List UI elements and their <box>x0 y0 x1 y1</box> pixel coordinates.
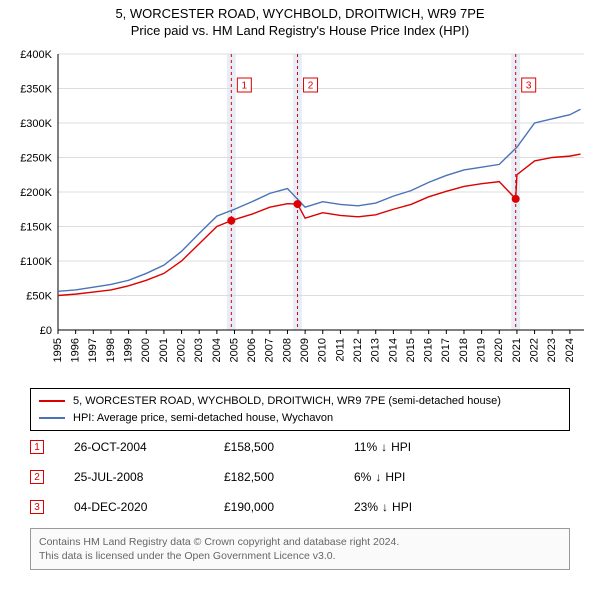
legend-swatch-property <box>39 400 65 402</box>
event-price: £158,500 <box>224 440 354 454</box>
svg-text:2004: 2004 <box>211 338 223 362</box>
event-delta-suffix: HPI <box>392 500 412 514</box>
event-price: £190,000 <box>224 500 354 514</box>
svg-text:1998: 1998 <box>105 338 117 362</box>
svg-text:2008: 2008 <box>281 338 293 362</box>
legend-item-hpi: HPI: Average price, semi-detached house,… <box>39 410 561 427</box>
legend: 5, WORCESTER ROAD, WYCHBOLD, DROITWICH, … <box>30 388 570 431</box>
svg-text:2012: 2012 <box>352 338 364 362</box>
svg-text:2010: 2010 <box>317 338 329 362</box>
event-marker: 1 <box>30 440 44 454</box>
event-delta-pct: 6% <box>354 470 371 484</box>
event-date: 04-DEC-2020 <box>74 500 224 514</box>
svg-text:2014: 2014 <box>387 338 399 362</box>
svg-text:2015: 2015 <box>405 338 417 362</box>
svg-text:1996: 1996 <box>70 338 82 362</box>
legend-swatch-hpi <box>39 417 65 419</box>
svg-text:£50K: £50K <box>26 291 52 303</box>
legend-label-hpi: HPI: Average price, semi-detached house,… <box>73 410 333 427</box>
event-row: 2 25-JUL-2008£182,5006% ↓ HPI <box>30 462 570 492</box>
svg-text:2005: 2005 <box>228 338 240 362</box>
svg-text:2021: 2021 <box>511 338 523 362</box>
svg-text:2019: 2019 <box>476 338 488 362</box>
attribution-line1: Contains HM Land Registry data © Crown c… <box>39 535 561 549</box>
line-chart: £0 £50K £100K £150K £200K £250K £300K £350K £400… <box>10 48 590 378</box>
chart-area: £0 £50K £100K £150K £200K £250K £300K £350K £400… <box>10 48 590 378</box>
chart-title-line1: 5, WORCESTER ROAD, WYCHBOLD, DROITWICH, … <box>10 6 590 21</box>
svg-text:2003: 2003 <box>193 338 205 362</box>
arrow-down-icon: ↓ <box>375 470 381 484</box>
svg-text:2001: 2001 <box>158 338 170 362</box>
svg-text:£400K: £400K <box>20 49 52 61</box>
svg-text:2017: 2017 <box>440 338 452 362</box>
event-date: 25-JUL-2008 <box>74 470 224 484</box>
svg-text:£0: £0 <box>40 325 52 337</box>
event-marker: 2 <box>30 470 44 484</box>
event-delta-suffix: HPI <box>385 470 405 484</box>
svg-text:2018: 2018 <box>458 338 470 362</box>
event-delta: 6% ↓ HPI <box>354 470 474 484</box>
svg-text:2011: 2011 <box>334 338 346 362</box>
event-delta-pct: 23% <box>354 500 378 514</box>
svg-text:1: 1 <box>242 81 248 92</box>
svg-text:2013: 2013 <box>370 338 382 362</box>
svg-text:2000: 2000 <box>140 338 152 362</box>
events-table: 126-OCT-2004£158,50011%↓HPI225-JUL-2008£… <box>30 432 570 522</box>
svg-text:2023: 2023 <box>546 338 558 362</box>
svg-text:2020: 2020 <box>493 338 505 362</box>
svg-text:2016: 2016 <box>423 338 435 362</box>
svg-text:1995: 1995 <box>52 338 64 362</box>
event-delta-pct: 11% <box>354 440 377 454</box>
svg-text:2: 2 <box>308 81 314 92</box>
event-delta: 23% ↓ HPI <box>354 500 474 514</box>
svg-text:£250K: £250K <box>20 153 52 165</box>
event-delta-suffix: HPI <box>391 440 411 454</box>
event-delta: 11% ↓ HPI <box>354 440 474 454</box>
svg-text:1997: 1997 <box>87 338 99 362</box>
event-row: 1 26-OCT-2004£158,50011% ↓ HPI <box>30 432 570 462</box>
svg-text:3: 3 <box>526 81 532 92</box>
svg-text:£200K: £200K <box>20 187 52 199</box>
event-price: £182,500 <box>224 470 354 484</box>
event-date: 26-OCT-2004 <box>74 440 224 454</box>
chart-title-line2: Price paid vs. HM Land Registry's House … <box>10 23 590 38</box>
svg-text:2002: 2002 <box>175 338 187 362</box>
svg-text:£100K: £100K <box>20 256 52 268</box>
legend-label-property: 5, WORCESTER ROAD, WYCHBOLD, DROITWICH, … <box>73 393 501 410</box>
attribution-line2: This data is licensed under the Open Gov… <box>39 549 561 563</box>
arrow-down-icon: ↓ <box>381 440 387 454</box>
svg-text:1999: 1999 <box>123 338 135 362</box>
event-row: 3 04-DEC-2020£190,00023% ↓ HPI <box>30 492 570 522</box>
svg-text:2022: 2022 <box>528 338 540 362</box>
svg-text:£300K: £300K <box>20 118 52 130</box>
arrow-down-icon: ↓ <box>382 500 388 514</box>
svg-text:£150K: £150K <box>20 222 52 234</box>
svg-text:2006: 2006 <box>246 338 258 362</box>
event-marker: 3 <box>30 500 44 514</box>
attribution-box: Contains HM Land Registry data © Crown c… <box>30 528 570 570</box>
svg-text:2024: 2024 <box>564 338 576 362</box>
svg-text:£350K: £350K <box>20 84 52 96</box>
svg-text:2009: 2009 <box>299 338 311 362</box>
chart-title-block: 5, WORCESTER ROAD, WYCHBOLD, DROITWICH, … <box>0 0 600 40</box>
legend-item-property: 5, WORCESTER ROAD, WYCHBOLD, DROITWICH, … <box>39 393 561 410</box>
svg-text:2007: 2007 <box>264 338 276 362</box>
